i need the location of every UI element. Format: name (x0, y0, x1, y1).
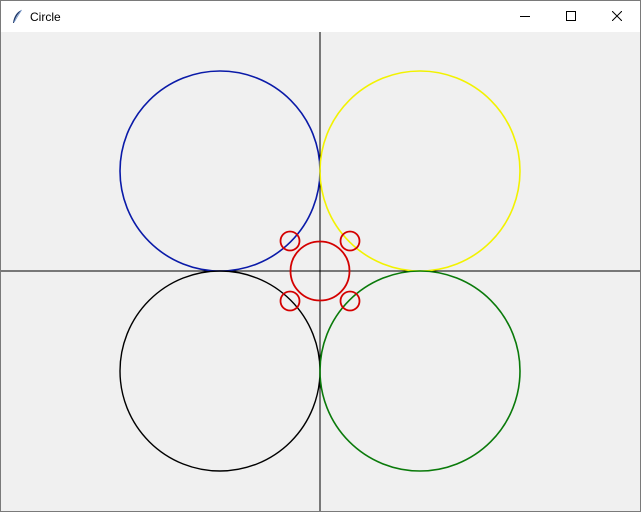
circle-black-bottom-left (119, 270, 321, 472)
canvas-svg (1, 32, 640, 511)
circle-red-small-top-right (339, 230, 361, 252)
circle-green-bottom-right (319, 270, 521, 472)
circle-blue-top-left (119, 70, 321, 272)
window-title: Circle (30, 9, 61, 24)
window-controls (502, 1, 640, 32)
feather-icon (10, 9, 24, 25)
circle-red-center (289, 240, 351, 302)
minimize-button[interactable] (502, 1, 548, 32)
circle-red-small-top-left (279, 230, 301, 252)
circle-red-small-bottom-right (339, 290, 361, 312)
maximize-button[interactable] (548, 1, 594, 32)
close-icon (611, 8, 623, 26)
minimize-icon (520, 8, 530, 26)
close-button[interactable] (594, 1, 640, 32)
drawing-canvas[interactable] (1, 32, 640, 511)
circle-yellow-top-right (319, 70, 521, 272)
circle-red-small-bottom-left (279, 290, 301, 312)
title-bar[interactable]: Circle (1, 1, 640, 32)
maximize-icon (566, 8, 576, 26)
